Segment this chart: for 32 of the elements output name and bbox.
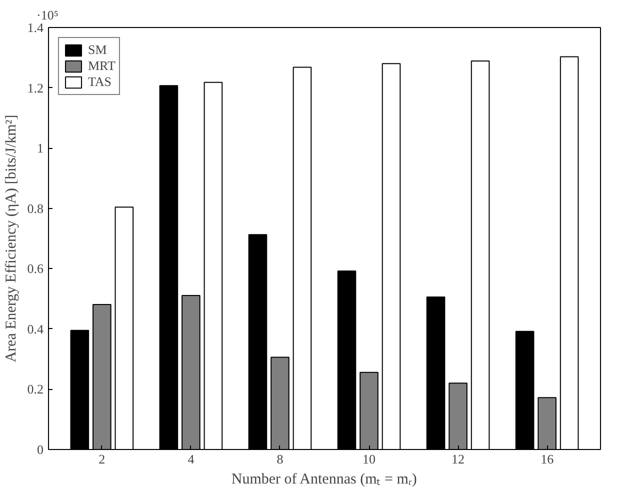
bar bbox=[204, 82, 223, 450]
y-tick-label: 0.8 bbox=[27, 200, 44, 216]
bar bbox=[560, 56, 579, 450]
x-tick-label: 8 bbox=[276, 452, 284, 466]
bar bbox=[114, 206, 134, 450]
y-tick-label: 1 bbox=[37, 140, 44, 156]
bar bbox=[292, 66, 312, 450]
x-tick-label: 2 bbox=[98, 452, 106, 466]
y-tick-label: 1.2 bbox=[27, 80, 44, 96]
y-tick-label: 1.4 bbox=[27, 20, 44, 35]
x-tick-label: 4 bbox=[188, 452, 195, 466]
bar bbox=[382, 63, 401, 450]
legend-label: MRT bbox=[88, 58, 116, 74]
bar bbox=[248, 234, 268, 450]
legend-label: SM bbox=[88, 42, 108, 58]
bar bbox=[337, 270, 356, 450]
bar bbox=[515, 330, 534, 450]
legend-label: TAS bbox=[88, 74, 112, 90]
x-tick-label: 12 bbox=[452, 452, 465, 466]
bar bbox=[470, 60, 490, 450]
x-tick-label: 16 bbox=[540, 452, 554, 466]
x-axis-title: Number of Antennas (mₜ = mᵣ) bbox=[231, 472, 417, 488]
bar bbox=[159, 85, 178, 450]
y-tick-label: 0.4 bbox=[27, 321, 44, 336]
bar bbox=[70, 330, 90, 450]
text: ·10⁵ bbox=[36, 8, 58, 22]
y-tick-label: 0.6 bbox=[27, 261, 44, 276]
y-tick-label: 0 bbox=[37, 442, 44, 457]
bar bbox=[426, 296, 446, 450]
y-tick-label: 0.2 bbox=[27, 382, 44, 397]
x-tick-label: 10 bbox=[362, 452, 376, 466]
y-axis-title: Area Energy Efficiency (ηA) [bits/J/km²] bbox=[3, 114, 20, 362]
